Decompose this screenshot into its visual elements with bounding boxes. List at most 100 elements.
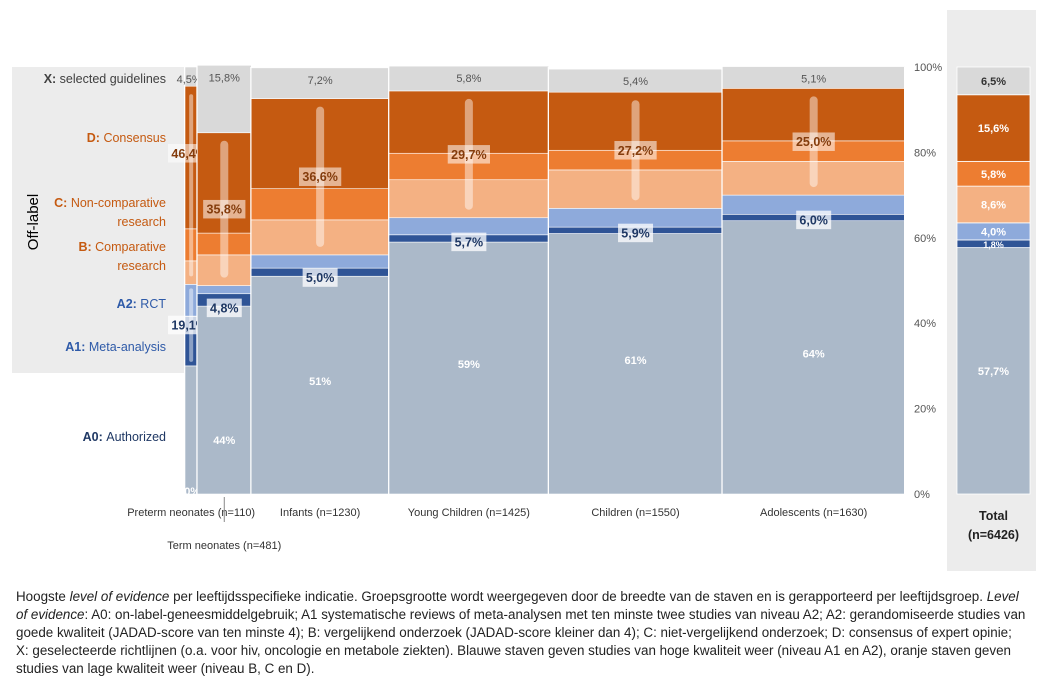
x-value-label: 15,8% — [209, 72, 240, 84]
high-quality-total-label: 5,9% — [621, 226, 650, 240]
x-value-label: 5,4% — [623, 76, 648, 88]
legend-item-d: D: Consensus — [87, 131, 166, 145]
total-value-label-d: 15,6% — [978, 123, 1009, 135]
bar-segment-b — [197, 254, 252, 286]
legend-item-a0: A0: Authorized — [83, 430, 166, 444]
legend-name: RCT — [140, 297, 166, 311]
low-quality-total-label-badge: 27,2% — [614, 141, 657, 160]
high-quality-total-label: 6,0% — [799, 213, 828, 227]
high-quality-total-label-badge-bg — [618, 223, 654, 243]
y-axis-tick-label: 60% — [914, 233, 936, 245]
total-segment-b — [956, 185, 1031, 224]
bar-segment-a2 — [197, 285, 252, 295]
total-value-label-b: 8,6% — [981, 199, 1006, 211]
total-n-label: (n=6426) — [968, 528, 1019, 542]
legend-name: selected guidelines — [60, 72, 166, 86]
legend-label: A0: Authorized — [83, 430, 166, 444]
legend-code: A1: — [65, 340, 89, 354]
y-axis-tick-label: 0% — [914, 489, 930, 501]
legend-code: X: — [44, 72, 60, 86]
high-quality-total-label: 4,8% — [210, 301, 239, 315]
category-label: Infants (n=1230) — [280, 507, 360, 519]
total-segment-c — [956, 160, 1031, 187]
bar-segment-a0 — [184, 365, 198, 495]
legend-item-b: B: Comparative research — [78, 240, 166, 273]
high-quality-total-label-badge-bg — [206, 298, 242, 318]
authorized-value-label: 64% — [803, 348, 825, 360]
legend-label: A2: RCT — [117, 297, 167, 311]
x-value-label: 4,5% — [177, 74, 202, 86]
bar-segment-b — [388, 179, 549, 219]
low-quality-total-label-badge: 25,0% — [792, 132, 835, 151]
total-value-label-a2: 4,0% — [981, 226, 1006, 238]
authorized-value-label: 30% — [178, 486, 200, 498]
low-quality-total-label-badge-bg — [447, 145, 490, 164]
legend-item-c: C: Non-comparative research — [54, 196, 166, 229]
high-quality-total-label: 5,7% — [455, 235, 484, 249]
total-value-label-a0: 57,7% — [978, 366, 1009, 378]
x-value-label: 5,8% — [456, 73, 481, 85]
bar-segment-x — [197, 64, 252, 134]
caption-emphasis-2: Level of evidence — [16, 589, 1019, 622]
bar-segment-c — [250, 188, 390, 221]
bar-segment-x — [388, 65, 549, 92]
bar-segment-a0 — [250, 275, 390, 495]
legend-label: X: selected guidelines — [44, 72, 166, 86]
low-quality-total-label-badge-bg — [203, 199, 246, 219]
legend-item-x: X: selected guidelines — [44, 72, 166, 86]
legend-code: A0: — [83, 430, 107, 444]
legend-label: A1: Meta-analysis — [65, 340, 166, 354]
high-quality-total-label-badge: 5,7% — [451, 232, 487, 252]
low-quality-total-label: 36,6% — [302, 170, 337, 184]
high-quality-total-label-badge-bg — [302, 268, 338, 287]
legend-code: D: — [87, 131, 104, 145]
caption-text-3: : A0: on-label-geneesmiddelgebruik; A1 s… — [16, 607, 1026, 676]
total-value-label-a1: 1,8% — [983, 240, 1004, 250]
high-quality-total-label-badge: 5,0% — [302, 268, 338, 287]
legend-code: B: — [78, 240, 95, 254]
low-quality-total-label: 27,2% — [618, 144, 653, 158]
legend-name: Consensus — [103, 131, 166, 145]
y-axis-tick-label: 20% — [914, 404, 936, 416]
high-quality-total-label-badge-bg — [796, 210, 832, 230]
legend-label: D: Consensus — [87, 131, 166, 145]
low-quality-total-label-badge: 29,7% — [447, 145, 490, 164]
high-quality-total-label-badge: 6,0% — [796, 210, 832, 230]
legend-label-line2: research — [117, 215, 166, 229]
high-quality-total-label-badge-bg — [451, 232, 487, 252]
y-axis-tick-label: 100% — [914, 62, 942, 74]
caption-text-1: Hoogste — [16, 589, 70, 604]
total-segment-d — [956, 94, 1031, 162]
category-label: Adolescents (n=1630) — [760, 507, 867, 519]
marimekko-chart: 4,5%30%46,4%19,1%Preterm neonates (n=110… — [12, 10, 1036, 571]
authorized-value-label: 61% — [625, 355, 647, 367]
legend-code: A2: — [117, 297, 141, 311]
off-label-panel — [12, 67, 184, 373]
bar-segment-a0 — [548, 233, 723, 495]
bar-segment-a0 — [722, 220, 906, 495]
high-quality-total-label: 5,0% — [306, 271, 335, 285]
low-quality-total-label: 29,7% — [451, 148, 486, 162]
legend-name: Meta-analysis — [89, 340, 166, 354]
legend-item-a2: A2: RCT — [117, 297, 167, 311]
low-quality-total-label-badge-bg — [792, 132, 835, 151]
legend-item-a1: A1: Meta-analysis — [65, 340, 166, 354]
total-segment-a0 — [956, 247, 1031, 495]
legend-name: Non-comparative — [71, 196, 166, 210]
bar-segment-d — [722, 88, 906, 142]
total-title: Total — [979, 509, 1008, 523]
legend-code: C: — [54, 196, 71, 210]
total-segment-x — [956, 66, 1031, 96]
x-value-label: 7,2% — [308, 75, 333, 87]
bar-segment-d — [388, 90, 549, 154]
category-label: Children (n=1550) — [591, 507, 679, 519]
low-quality-total-label-badge-bg — [614, 141, 657, 160]
y-axis-tick-label: 80% — [914, 147, 936, 159]
high-quality-total-label-badge: 4,8% — [206, 298, 242, 318]
figure-caption: Hoogste level of evidence per leeftijdss… — [16, 588, 1026, 678]
bar-segment-a2 — [250, 254, 390, 269]
y-axis-tick-label: 40% — [914, 318, 936, 330]
caption-text-2: per leeftijdsspecifieke indicatie. Groep… — [169, 589, 987, 604]
category-label: Preterm neonates (n=110) — [127, 507, 255, 519]
